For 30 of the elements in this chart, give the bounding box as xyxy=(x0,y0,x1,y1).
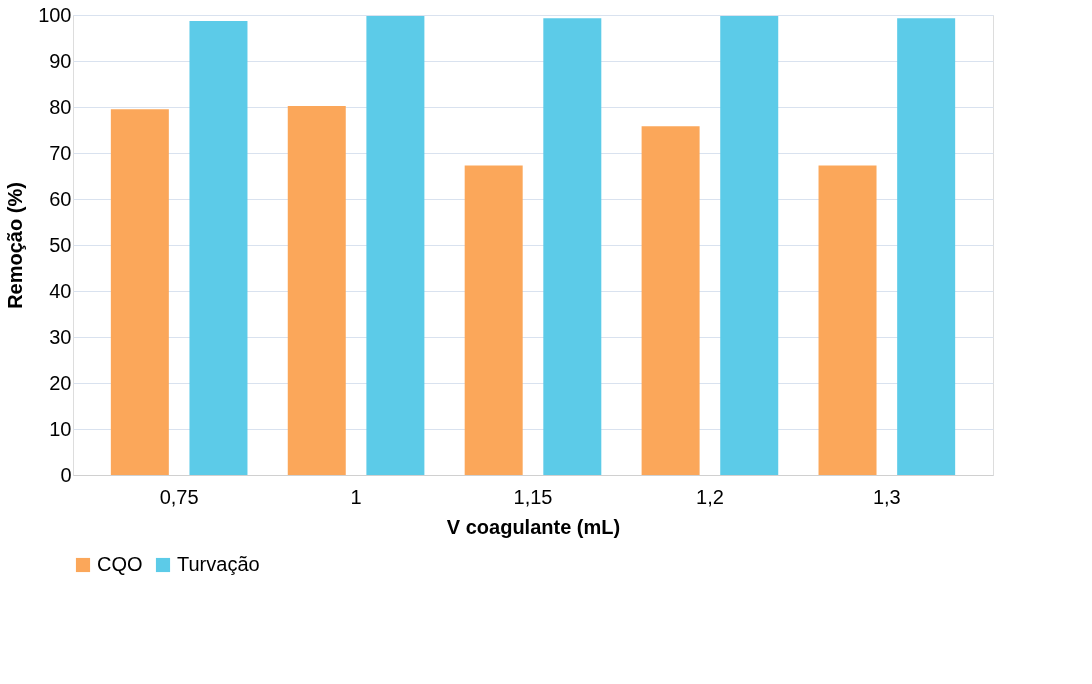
y-tick-label: 70 xyxy=(49,141,72,164)
x-tick-label: 1,15 xyxy=(513,485,553,508)
bar xyxy=(189,20,248,475)
bar xyxy=(641,126,700,475)
y-tick-label: 50 xyxy=(49,233,72,256)
x-axis-title: V coagulante (mL) xyxy=(446,515,621,538)
y-tick-label: 60 xyxy=(49,187,72,210)
bar xyxy=(464,165,523,475)
y-tick-label: 30 xyxy=(49,325,72,348)
y-tick-label: 100 xyxy=(38,3,72,26)
x-tick-label: 1,2 xyxy=(696,485,724,508)
bar xyxy=(110,109,169,475)
y-tick-label: 20 xyxy=(49,371,72,394)
bar xyxy=(897,18,956,475)
bar xyxy=(543,18,602,475)
y-axis-title: Remoção (%) xyxy=(4,182,27,309)
bar xyxy=(366,15,425,475)
x-tick-label: 1 xyxy=(350,485,362,508)
y-tick-label: 90 xyxy=(49,49,72,72)
bar xyxy=(287,106,346,475)
legend-label: Turvação xyxy=(177,553,260,575)
bar xyxy=(720,15,779,475)
legend-label: CQO xyxy=(97,553,143,575)
y-tick-label: 80 xyxy=(49,95,72,118)
y-tick-label: 10 xyxy=(49,417,72,440)
y-tick-label: 0 xyxy=(60,463,72,486)
x-tick-label: 0,75 xyxy=(159,485,199,508)
x-tick-label: 1,3 xyxy=(872,485,901,508)
y-tick-label: 40 xyxy=(49,279,72,302)
bar xyxy=(818,165,877,475)
